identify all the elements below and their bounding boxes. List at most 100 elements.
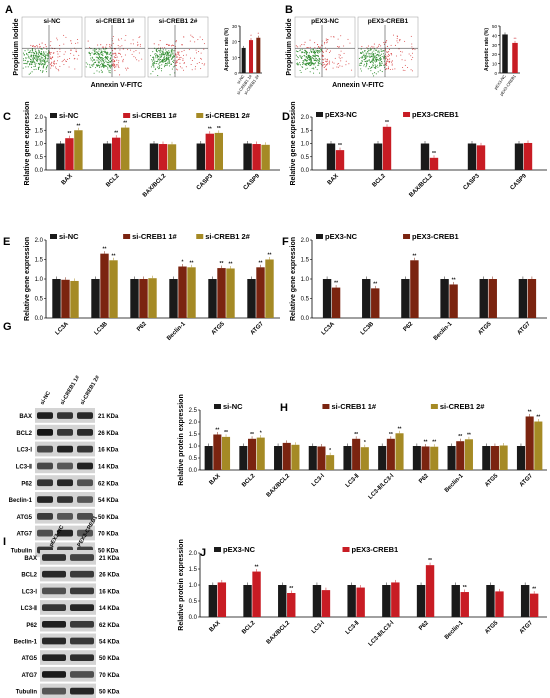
flow-event [90,64,92,66]
flow-event [325,61,327,63]
flow-event [390,53,392,55]
y-tick-label: 1.5 [301,258,310,264]
protein-label: BAX [24,556,37,562]
flow-event [313,68,315,70]
flow-event [390,61,393,63]
flow-event [108,62,110,64]
flow-event [114,48,116,50]
flow-event [188,49,190,51]
flow-event [36,52,38,54]
flow-event [158,60,160,62]
flow-event [326,41,328,43]
flow-event [306,59,308,61]
flow-event [38,52,40,54]
flow-event [375,65,377,67]
x-tick-label: Beclin-1 [166,321,187,342]
flow-event [94,48,96,50]
flow-event [157,58,159,60]
flow-event [26,53,28,55]
flow-event [166,56,168,58]
flow-event [168,65,171,67]
bar [217,268,226,318]
flow-event [376,60,378,63]
flow-event [36,53,38,55]
flow-event [135,49,137,51]
flow-event [99,61,101,63]
flow-event [310,59,312,62]
plot-title: si-CREB1 2# [159,18,198,25]
legend-swatch [123,113,131,118]
flow-event [37,66,39,69]
bar [495,591,504,617]
flow-event [69,58,71,60]
flow-event [411,43,413,45]
flow-event [113,62,115,64]
flow-event [33,60,35,62]
flow-event [298,63,300,65]
flow-event [46,58,48,60]
flow-event [318,72,321,74]
flow-event [102,53,104,55]
bar [479,279,488,318]
flow-event [125,67,127,69]
bar [256,37,261,73]
flow-event [165,51,168,53]
flow-event [301,48,303,50]
flow-event [49,52,51,54]
flow-event [43,63,45,65]
flow-event [132,43,134,45]
flow-event [34,46,36,48]
x-tick-label: ATG5 [484,473,500,489]
flow-event [315,54,317,56]
flow-event [373,55,375,57]
flow-event [162,52,164,54]
flow-event [37,67,40,70]
flow-event [113,65,115,67]
flow-event [70,40,72,42]
bar [421,446,430,470]
flow-event [306,51,308,54]
flow-event [171,68,173,70]
flow-event [113,56,115,58]
flow-event [325,40,327,42]
flow-event [363,65,365,67]
flow-event [29,63,31,65]
y-tick-label: 2.0 [189,551,198,557]
flow-event [153,61,155,63]
blot-band [42,637,66,645]
significance-mark: ** [528,409,532,415]
bar [139,279,148,318]
y-tick-label: 1.0 [301,142,310,148]
flow-event [410,69,412,71]
flow-event [400,54,402,56]
flow-event [382,50,384,52]
flow-event [379,58,381,60]
flow-event [389,58,391,60]
flow-event [374,72,376,74]
bar [226,268,235,318]
blot-band [37,513,53,520]
y-tick-label: 0 [494,71,497,76]
flow-event [380,65,382,67]
flow-event [315,58,317,60]
bar [371,288,380,318]
kda-label: 70 KDa [99,673,120,679]
significance-mark: ** [334,281,338,287]
bar [420,143,430,170]
flow-event [325,69,327,71]
flow-event [379,54,381,56]
flow-event [173,59,175,61]
significance-mark: ** [532,587,536,593]
kda-label: 16 KDa [99,589,120,595]
flow-event [378,51,380,53]
flow-event [46,48,48,50]
flow-event [302,66,304,68]
flow-event [89,54,91,56]
flow-event [109,61,112,63]
flow-event [30,56,32,58]
flow-event [373,64,375,66]
significance-mark: ** [412,253,416,259]
flow-event [375,73,377,75]
flow-event [175,62,177,64]
flow-event [360,48,362,50]
